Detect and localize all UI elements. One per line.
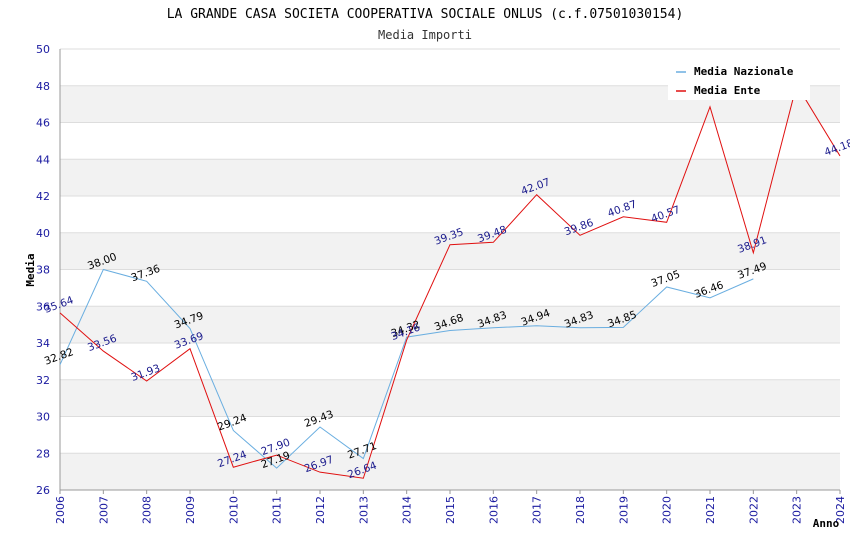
- grid-band: [60, 232, 840, 270]
- grid-bands: [60, 48, 840, 491]
- x-tick-label: 2019: [617, 496, 630, 524]
- x-tick-label: 2018: [574, 496, 587, 524]
- x-tick-label: 2011: [271, 496, 284, 524]
- grid-band: [60, 306, 840, 343]
- x-tick-label: 2012: [314, 496, 327, 524]
- y-tick-label: 46: [36, 117, 50, 130]
- x-tick-label: 2010: [227, 496, 240, 524]
- legend-label-nazionale: Media Nazionale: [694, 65, 794, 78]
- y-tick-label: 36: [36, 300, 50, 313]
- grid-band: [60, 159, 840, 196]
- y-tick-label: 32: [36, 374, 50, 387]
- y-tick-label: 30: [36, 411, 50, 424]
- x-axis-label: Anno: [813, 517, 840, 530]
- y-tick-label: 26: [36, 484, 50, 497]
- x-tick-label: 2023: [791, 496, 804, 524]
- y-tick-label: 42: [36, 190, 50, 203]
- grid-band: [60, 453, 840, 490]
- y-tick-label: 38: [36, 264, 50, 277]
- legend-label-ente: Media Ente: [694, 84, 761, 97]
- series-group: [59, 83, 841, 479]
- y-tick-label: 50: [36, 43, 50, 56]
- grid-band: [60, 416, 840, 454]
- x-tick-label: 2017: [531, 496, 544, 524]
- legend: Media Nazionale Media Ente: [668, 60, 810, 100]
- series-line-ente: [59, 83, 841, 479]
- y-axis-ticks: 26 28 30 32 34 36 38 40 42 44 46 48 50: [36, 43, 50, 497]
- x-tick-label: 2016: [487, 496, 500, 524]
- x-tick-label: 2009: [184, 496, 197, 524]
- y-tick-label: 40: [36, 227, 50, 240]
- grid-band: [60, 122, 840, 160]
- series-line-nazionale: [59, 268, 754, 469]
- x-tick-label: 2006: [54, 496, 67, 524]
- x-tick-label: 2021: [704, 496, 717, 524]
- x-tick-label: 2013: [357, 496, 370, 524]
- y-axis-label: Media: [24, 253, 37, 286]
- grid-band: [60, 269, 840, 307]
- x-tick-label: 2014: [401, 496, 414, 524]
- x-tick-label: 2008: [141, 496, 154, 524]
- x-axis-ticks: 2006 2007 2008 2009 2010 2011 2012 2013 2014 2015…: [54, 490, 847, 524]
- y-tick-label: 28: [36, 447, 50, 460]
- chart-subtitle: Media Importi: [378, 28, 472, 42]
- x-tick-label: 2024: [834, 496, 847, 524]
- legend-box: [668, 60, 810, 100]
- x-tick-label: 2020: [661, 496, 674, 524]
- grid-band: [60, 196, 840, 233]
- x-tick-label: 2022: [747, 496, 760, 524]
- x-tick-label: 2015: [444, 496, 457, 524]
- y-tick-label: 48: [36, 80, 50, 93]
- x-tick-label: 2007: [97, 496, 110, 524]
- grid-band: [60, 379, 840, 417]
- y-tick-label: 44: [36, 153, 50, 166]
- chart-title: LA GRANDE CASA SOCIETA COOPERATIVA SOCIA…: [167, 7, 684, 22]
- y-tick-label: 34: [36, 337, 50, 350]
